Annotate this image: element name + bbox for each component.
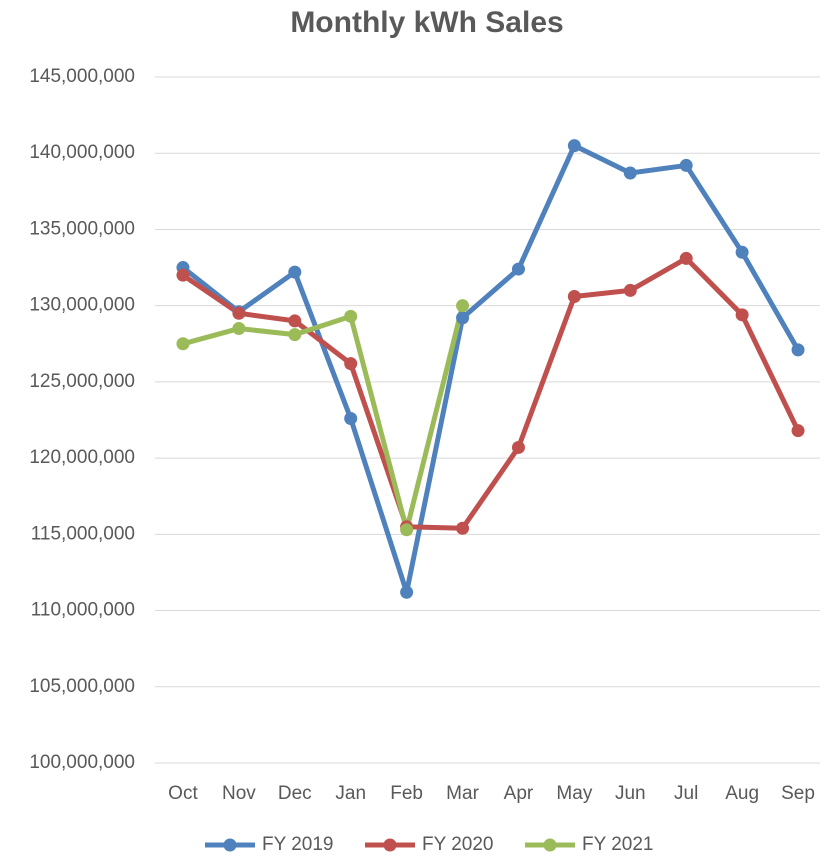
- x-tick-label: Jan: [335, 783, 366, 804]
- legend-marker: [223, 838, 237, 852]
- legend-label: FY 2021: [582, 834, 653, 855]
- point: [344, 411, 358, 425]
- y-tick-label: 110,000,000: [31, 600, 135, 621]
- point: [456, 521, 470, 535]
- point: [176, 337, 190, 351]
- y-tick-label: 135,000,000: [29, 218, 135, 239]
- point: [511, 440, 525, 454]
- point: [232, 306, 246, 320]
- legend-label: FY 2019: [262, 834, 333, 855]
- point: [456, 299, 470, 313]
- point: [400, 523, 414, 537]
- x-tick-label: Nov: [222, 783, 256, 804]
- y-tick-label: 130,000,000: [29, 295, 135, 316]
- point: [679, 158, 693, 172]
- y-tick-label: 145,000,000: [29, 66, 135, 87]
- series-line: [180, 303, 466, 533]
- legend-marker: [383, 838, 397, 852]
- x-tick-label: Sep: [781, 783, 815, 804]
- y-tick-label: 105,000,000: [29, 676, 135, 697]
- point: [623, 283, 637, 297]
- point: [232, 322, 246, 336]
- x-tick-label: Jun: [615, 783, 646, 804]
- point: [288, 265, 302, 279]
- legend-marker: [543, 838, 557, 852]
- x-tick-label: Feb: [390, 783, 423, 804]
- chart-title: Monthly kWh Sales: [290, 6, 563, 39]
- x-tick-label: Apr: [504, 783, 534, 804]
- point: [288, 328, 302, 342]
- x-tick-label: Dec: [278, 783, 312, 804]
- point: [791, 343, 805, 357]
- y-tick-label: 140,000,000: [29, 142, 135, 163]
- y-tick-label: 100,000,000: [29, 752, 135, 773]
- point: [791, 424, 805, 438]
- x-tick-label: Jul: [674, 783, 698, 804]
- point: [511, 262, 525, 276]
- y-tick-label: 115,000,000: [31, 523, 135, 544]
- point: [288, 314, 302, 328]
- y-tick-label: 125,000,000: [29, 371, 135, 392]
- x-tick-label: Mar: [446, 783, 479, 804]
- point: [735, 245, 749, 259]
- point: [176, 268, 190, 282]
- point: [344, 309, 358, 323]
- x-tick-label: Aug: [725, 783, 759, 804]
- point: [567, 139, 581, 153]
- point: [456, 311, 470, 325]
- point: [400, 585, 414, 599]
- y-tick-label: 120,000,000: [29, 447, 135, 468]
- point: [567, 290, 581, 304]
- x-tick-label: May: [556, 783, 592, 804]
- x-tick-label: Oct: [168, 783, 198, 804]
- point: [735, 308, 749, 322]
- series-line: [180, 143, 801, 595]
- point: [679, 251, 693, 265]
- point: [344, 357, 358, 371]
- point: [623, 166, 637, 180]
- series-line: [180, 255, 801, 531]
- legend-label: FY 2020: [422, 834, 493, 855]
